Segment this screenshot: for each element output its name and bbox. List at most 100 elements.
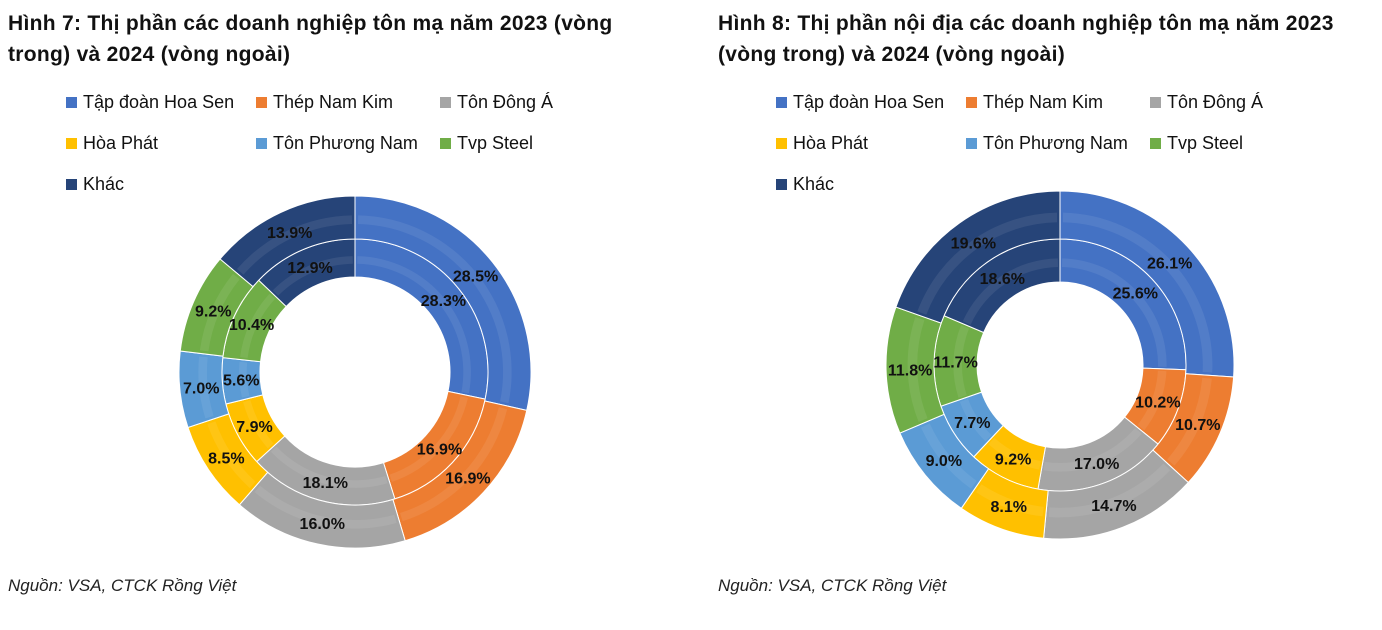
inner-label-dong-a: 18.1% xyxy=(303,475,348,492)
inner-label-phuong-nam: 5.6% xyxy=(223,373,259,390)
legend-swatch xyxy=(776,179,787,190)
legend-swatch xyxy=(440,138,451,149)
outer-slice-texture xyxy=(907,317,928,422)
legend-item-hoa-sen: Tập đoàn Hoa Sen xyxy=(776,92,944,113)
outer-label-tvp-steel: 11.8% xyxy=(888,363,932,380)
legend-swatch xyxy=(440,97,451,108)
outer-label-hoa-phat: 8.1% xyxy=(991,499,1027,516)
source-note: Nguồn: VSA, CTCK Rồng Việt xyxy=(8,576,237,595)
legend-swatch xyxy=(66,179,77,190)
inner-slice-texture xyxy=(1061,258,1167,367)
legend-label: Tập đoàn Hoa Sen xyxy=(793,92,945,112)
inner-slice-texture xyxy=(239,361,250,398)
legend-item-dong-a: Tôn Đông Á xyxy=(440,92,553,113)
legend-label: Tvp Steel xyxy=(1167,133,1244,153)
inner-slice-texture xyxy=(988,437,1041,470)
legend-item-khac: Khác xyxy=(66,174,124,195)
legend-item-hoa-sen: Tập đoàn Hoa Sen xyxy=(66,92,234,113)
legend-swatch xyxy=(256,97,267,108)
inner-slice-texture xyxy=(389,396,468,482)
outer-label-hoa-sen: 26.1% xyxy=(1147,256,1192,273)
legend-item-phuong-nam: Tôn Phương Nam xyxy=(966,133,1128,154)
outer-slice-texture xyxy=(254,485,397,529)
legend-item-tvp-steel: Tvp Steel xyxy=(1150,133,1243,154)
outer-label-tvp-steel: 9.2% xyxy=(195,304,231,321)
legend-item-hoa-phat: Hòa Phát xyxy=(66,133,158,154)
outer-slice-texture xyxy=(198,356,214,419)
inner-slice-texture xyxy=(272,256,353,296)
legend-swatch xyxy=(1150,138,1161,149)
outer-label-phuong-nam: 7.0% xyxy=(183,381,219,398)
chart-title: Hình 8: Thị phần nội địa các doanh nghiệ… xyxy=(718,12,1334,66)
outer-label-khac: 19.6% xyxy=(951,236,996,253)
outer-label-dong-a: 14.7% xyxy=(1091,498,1136,515)
legend-item-dong-a: Tôn Đông Á xyxy=(1150,92,1263,113)
outer-slice-texture xyxy=(1167,377,1212,466)
legend-item-phuong-nam: Tôn Phương Nam xyxy=(256,133,418,154)
inner-label-nam-kim: 10.2% xyxy=(1135,395,1180,412)
legend-swatch xyxy=(1150,97,1161,108)
chart-title: Hình 7: Thị phần các doanh nghiệp tôn mạ… xyxy=(8,12,613,66)
legend-label: Khác xyxy=(83,174,125,194)
inner-label-khac: 18.6% xyxy=(980,271,1025,288)
legend-label: Tôn Phương Nam xyxy=(983,133,1128,153)
legend-item-nam-kim: Thép Nam Kim xyxy=(966,92,1103,113)
outer-slice-texture xyxy=(1062,212,1213,373)
legend-item-hoa-phat: Hòa Phát xyxy=(776,133,868,154)
legend-item-nam-kim: Thép Nam Kim xyxy=(256,92,393,113)
inner-label-nam-kim: 16.9% xyxy=(417,442,462,459)
legend-label: Hòa Phát xyxy=(793,133,869,153)
donut-chart: 25.6% 10.2% 17.0% 9.2% 7.7% 11.7% 18.6% 26.1% 10… xyxy=(885,190,1235,540)
outer-slice-texture xyxy=(199,273,240,352)
inner-slice-texture xyxy=(240,293,276,359)
legend-swatch xyxy=(966,97,977,108)
inner-label-phuong-nam: 7.7% xyxy=(954,415,990,432)
inner-slice-texture xyxy=(953,325,970,398)
outer-slice-texture xyxy=(207,421,256,489)
inner-label-khac: 12.9% xyxy=(287,260,332,277)
legend-label: Tập đoàn Hoa Sen xyxy=(83,92,235,112)
outer-label-nam-kim: 10.7% xyxy=(1175,417,1220,434)
outer-slice-texture xyxy=(236,215,353,275)
legend-item-tvp-steel: Tvp Steel xyxy=(440,133,533,154)
inner-slice-texture xyxy=(1137,370,1167,431)
legend-label: Khác xyxy=(793,174,835,194)
inner-label-tvp-steel: 11.7% xyxy=(933,354,977,371)
legend-label: Tôn Phương Nam xyxy=(273,133,418,153)
legend-swatch xyxy=(66,138,77,149)
inner-slice-texture xyxy=(959,398,992,442)
inner-slice-texture xyxy=(962,258,1059,325)
inner-slice-texture xyxy=(270,446,388,488)
legend-swatch xyxy=(966,138,977,149)
outer-slice-texture xyxy=(917,212,1058,315)
donut-chart: 28.3% 16.9% 18.1% 7.9% 5.6% 10.4% 12.9% 28.5% 16… xyxy=(178,195,532,549)
legend-swatch xyxy=(776,138,787,149)
legend-label: Thép Nam Kim xyxy=(983,92,1104,112)
inner-slice-texture xyxy=(1043,428,1142,472)
legend-label: Tvp Steel xyxy=(457,133,534,153)
outer-label-nam-kim: 16.9% xyxy=(445,470,490,487)
legend-label: Thép Nam Kim xyxy=(273,92,394,112)
outer-slice-khac xyxy=(219,195,356,288)
inner-slice-texture xyxy=(243,400,274,449)
outer-label-dong-a: 16.0% xyxy=(300,516,345,533)
legend-label: Hòa Phát xyxy=(83,133,159,153)
outer-slice-khac xyxy=(895,190,1061,324)
legend-swatch xyxy=(256,138,267,149)
legend-label: Tôn Đông Á xyxy=(1167,92,1264,112)
inner-label-hoa-sen: 28.3% xyxy=(421,293,466,310)
chart-panel-domestic-share: Hình 8: Thị phần nội địa các doanh nghiệ… xyxy=(710,0,1382,630)
legend-swatch xyxy=(66,97,77,108)
inner-label-hoa-phat: 9.2% xyxy=(995,451,1031,468)
inner-label-hoa-phat: 7.9% xyxy=(236,419,272,436)
outer-label-hoa-sen: 28.5% xyxy=(453,268,498,285)
chart-panel-market-share: Hình 7: Thị phần các doanh nghiệp tôn mạ… xyxy=(0,0,680,630)
legend-item-khac: Khác xyxy=(776,174,834,195)
inner-label-tvp-steel: 10.4% xyxy=(229,317,274,334)
source-note: Nguồn: VSA, CTCK Rồng Việt xyxy=(718,576,947,595)
outer-slice-texture xyxy=(1048,463,1171,518)
outer-label-phuong-nam: 9.0% xyxy=(926,453,962,470)
inner-label-hoa-sen: 25.6% xyxy=(1113,286,1158,303)
outer-label-hoa-phat: 8.5% xyxy=(208,451,244,468)
outer-slice-texture xyxy=(400,407,508,522)
